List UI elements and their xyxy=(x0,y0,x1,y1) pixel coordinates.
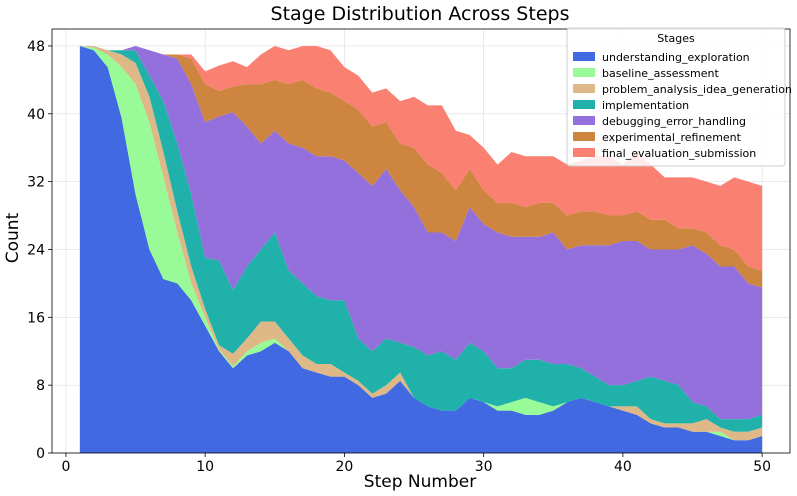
x-tick-label: 30 xyxy=(475,459,493,475)
legend-swatch xyxy=(573,84,595,93)
legend-swatch xyxy=(573,100,595,109)
y-axis-title: Count xyxy=(3,212,23,263)
legend-swatch xyxy=(573,132,595,141)
axis-ticks: 0 10 20 30 40 50 0 8 16 24 32 40 48 xyxy=(27,39,771,475)
legend-swatch xyxy=(573,148,595,157)
x-tick-label: 40 xyxy=(614,459,632,475)
y-tick-label: 32 xyxy=(27,175,45,191)
legend-label: implementation xyxy=(602,99,689,112)
x-tick-label: 20 xyxy=(336,459,354,475)
legend-label: understanding_exploration xyxy=(602,51,750,64)
x-tick-label: 0 xyxy=(61,459,70,475)
area-understanding-exploration xyxy=(79,45,763,454)
legend-items: understanding_exploration baseline_assess… xyxy=(573,51,792,160)
x-axis-title: Step Number xyxy=(364,472,476,492)
legend-label: problem_analysis_idea_generation xyxy=(602,83,792,96)
area-problem-analysis-idea-generation xyxy=(79,45,763,441)
y-tick-label: 8 xyxy=(36,378,45,394)
y-tick-label: 16 xyxy=(27,310,45,326)
y-tick-label: 0 xyxy=(36,446,45,462)
legend-label: final_evaluation_submission xyxy=(602,147,756,160)
legend-swatch xyxy=(573,52,595,61)
y-tick-label: 24 xyxy=(27,242,45,258)
x-tick-label: 10 xyxy=(196,459,214,475)
x-tick-label: 50 xyxy=(753,459,771,475)
legend-box xyxy=(566,27,786,167)
legend-label: debugging_error_handling xyxy=(602,115,746,128)
chart-title: Stage Distribution Across Steps xyxy=(271,3,570,25)
legend-title: Stages xyxy=(657,32,695,45)
legend-swatch xyxy=(573,116,595,125)
legend-swatch xyxy=(573,68,595,77)
area-implementation xyxy=(79,45,763,432)
legend-label: experimental_refinement xyxy=(602,131,742,144)
plot-frame xyxy=(51,28,791,454)
legend: Stages understanding_exploration baseline… xyxy=(566,27,792,167)
area-debugging-error-handling xyxy=(79,45,763,420)
y-tick-label: 48 xyxy=(27,39,45,55)
y-tick-label: 40 xyxy=(27,107,45,123)
area-experimental-refinement xyxy=(79,45,763,288)
legend-label: baseline_assessment xyxy=(602,67,719,80)
area-series-group xyxy=(79,45,763,454)
